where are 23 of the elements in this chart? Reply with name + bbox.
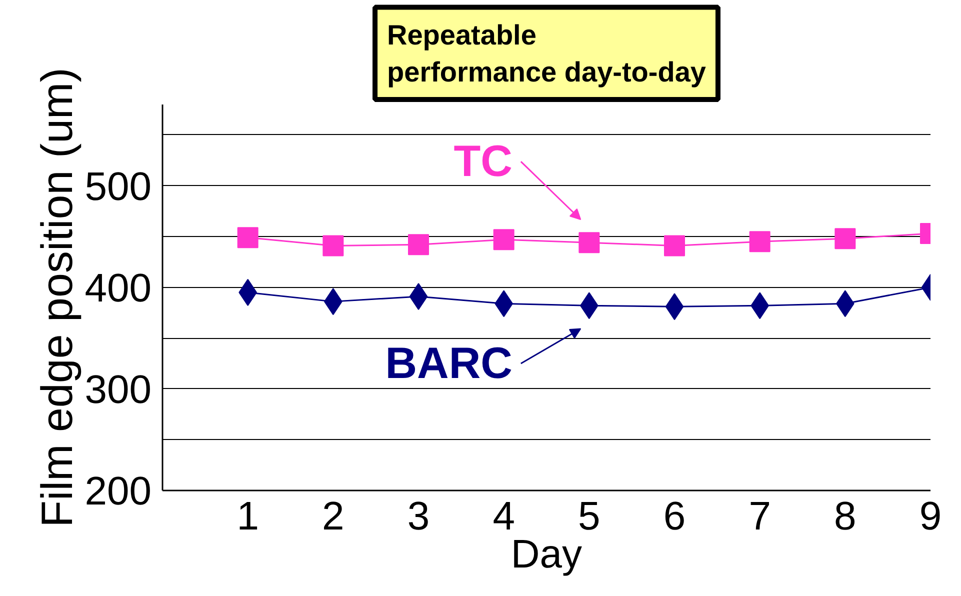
chart-title: Repeatable performance day-to-day (387, 19, 706, 88)
point (834, 228, 856, 250)
y-tick-label: 200 (84, 470, 152, 514)
y-axis-title: Film edge position (um) (32, 68, 82, 528)
x-tick-label: 6 (663, 494, 686, 538)
x-tick-label: 2 (322, 494, 344, 538)
point (408, 234, 429, 256)
point (749, 231, 770, 252)
y-tick-label: 300 (84, 368, 152, 412)
x-tick-label: 3 (407, 494, 430, 538)
point (237, 227, 258, 248)
point (493, 229, 514, 250)
x-tick-label: 8 (834, 494, 856, 538)
point (578, 232, 600, 254)
point (664, 235, 685, 256)
x-tick-label: 1 (236, 494, 259, 538)
annotation: TC (454, 137, 512, 186)
annotation: BARC (385, 339, 512, 388)
y-tick-label: 500 (84, 164, 152, 209)
point (322, 235, 344, 256)
x-tick-label: 9 (919, 494, 942, 538)
x-tick-label: 7 (748, 494, 771, 538)
y-tick-label: 400 (84, 266, 152, 310)
